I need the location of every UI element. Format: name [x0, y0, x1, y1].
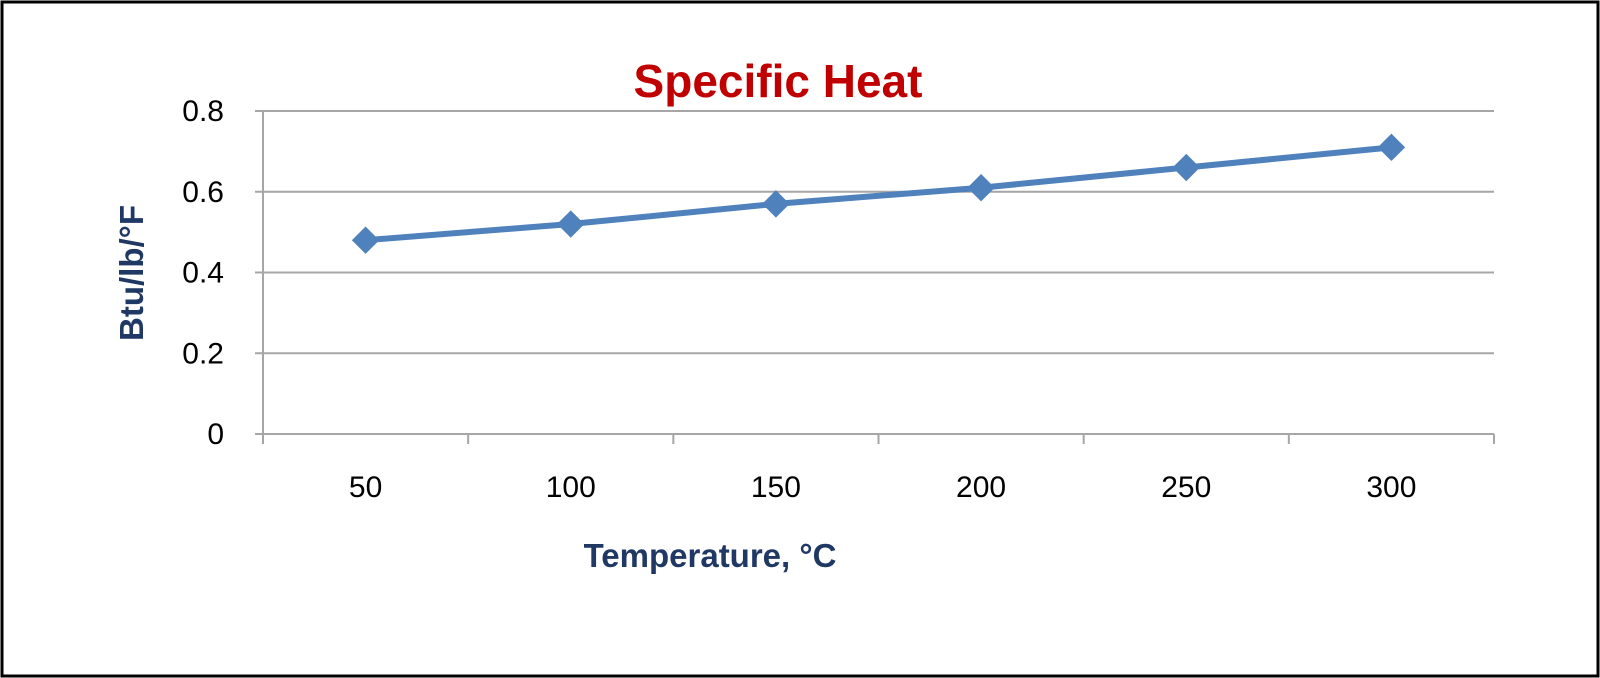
x-tick-label-4: 250 [1161, 471, 1211, 504]
x-axis-title: Temperature, °C [584, 537, 837, 574]
axis-layer [255, 110, 1495, 444]
series-layer [351, 133, 1406, 254]
grid-layer [263, 110, 1494, 355]
data-point-4 [1172, 153, 1200, 182]
data-point-5 [1377, 133, 1406, 162]
label-layer: 0 0.2 0.4 0.6 0.8 50 100 150 200 250 300 [182, 95, 1416, 504]
data-point-2 [762, 190, 790, 218]
x-tick-label-5: 300 [1366, 471, 1416, 504]
y-axis-title: Btu/lb/°F [113, 205, 150, 341]
series-line-0 [365, 144, 1392, 244]
x-tick-label-1: 100 [546, 471, 596, 504]
y-tick-label-1: 0.2 [182, 337, 224, 370]
x-tick-label-2: 150 [751, 471, 801, 504]
data-point-3 [967, 174, 995, 202]
y-tick-label-2: 0.4 [182, 257, 224, 290]
data-point-1 [557, 210, 585, 238]
y-tick-label-4: 0.8 [182, 95, 224, 128]
data-point-0 [351, 226, 380, 254]
x-tick-label-0: 50 [349, 471, 382, 504]
y-tick-label-0: 0 [207, 418, 224, 451]
x-tick-label-3: 200 [956, 471, 1006, 504]
chart-title: Specific Heat [634, 55, 923, 107]
y-tick-label-3: 0.6 [182, 176, 224, 209]
